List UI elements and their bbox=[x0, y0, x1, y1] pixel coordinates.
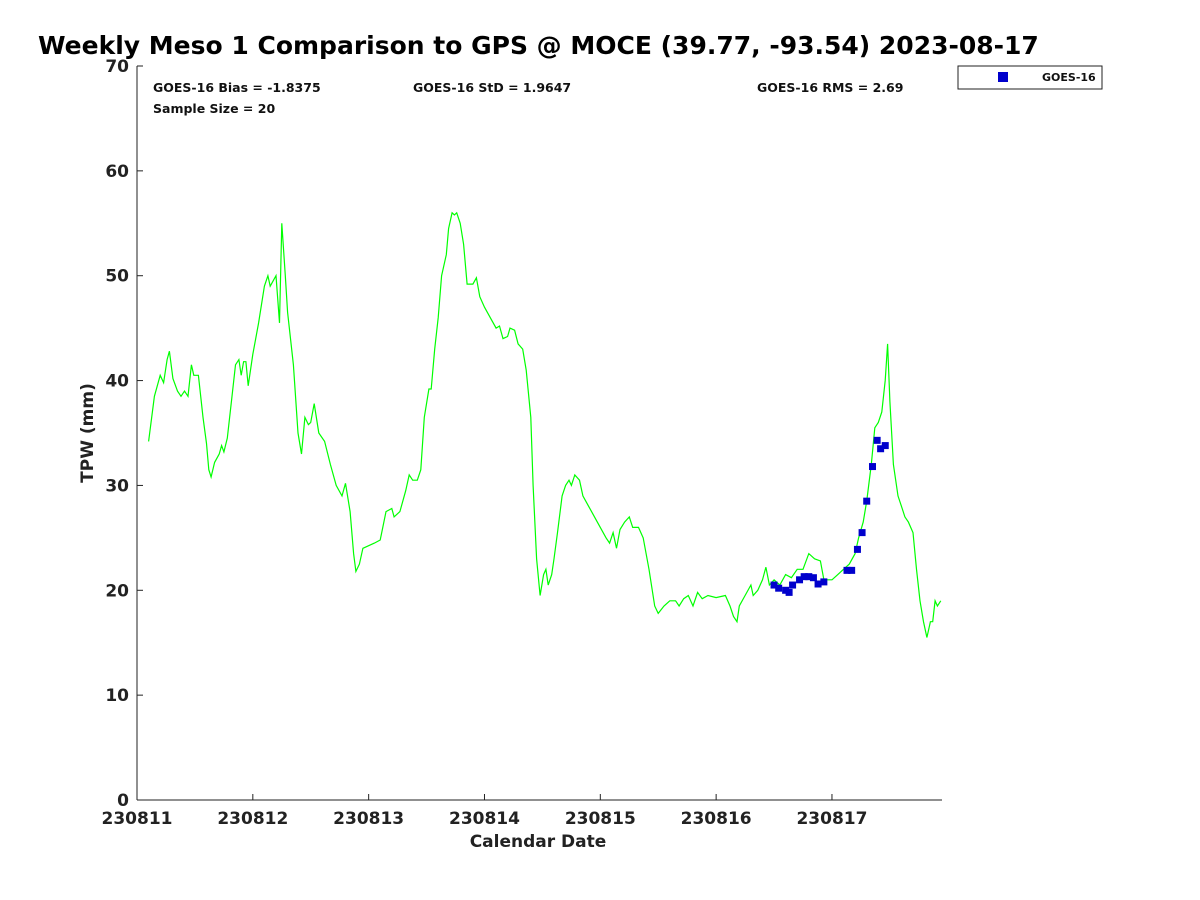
legend-label-goes16: GOES-16 bbox=[1042, 71, 1096, 84]
x-axis-label: Calendar Date bbox=[470, 832, 607, 852]
legend-box bbox=[957, 65, 1103, 90]
std-stat: GOES-16 StD = 1.9647 bbox=[413, 80, 571, 95]
goes16-data-point bbox=[796, 576, 804, 584]
x-axis-ticks: 230811 230812 230813 230814 230815 230816 2308… bbox=[102, 794, 867, 829]
goes16-data-point bbox=[820, 578, 828, 586]
goes16-data-point bbox=[848, 566, 856, 574]
goes16-data-point bbox=[843, 566, 851, 574]
goes16-data-point bbox=[805, 573, 813, 581]
y-tick-label: 20 bbox=[105, 581, 129, 601]
y-tick-label: 10 bbox=[105, 686, 129, 706]
goes16-data-point bbox=[814, 580, 822, 588]
goes16-data-point bbox=[858, 529, 866, 537]
y-tick-label: 30 bbox=[105, 476, 129, 496]
plot-area bbox=[148, 211, 942, 638]
goes16-data-point bbox=[873, 436, 881, 444]
goes16-data-point bbox=[853, 545, 861, 553]
x-tick-label: 230814 bbox=[449, 809, 520, 829]
y-tick-label: 60 bbox=[105, 162, 129, 182]
goes16-data-point bbox=[881, 442, 889, 450]
goes16-data-point bbox=[775, 584, 783, 592]
gps-series-line bbox=[148, 211, 942, 638]
goes16-data-point bbox=[869, 463, 877, 471]
goes16-data-point bbox=[770, 581, 778, 589]
goes16-data-point bbox=[800, 573, 808, 581]
goes16-data-point bbox=[863, 497, 871, 505]
y-axis-label: TPW (mm) bbox=[78, 383, 98, 483]
bias-stat: GOES-16 Bias = -1.8375 bbox=[153, 80, 321, 95]
x-tick-label: 230815 bbox=[565, 809, 636, 829]
rms-stat: GOES-16 RMS = 2.69 bbox=[757, 80, 903, 95]
x-tick-label: 230813 bbox=[333, 809, 404, 829]
y-axis-ticks: 0 10 20 30 40 50 60 70 bbox=[105, 57, 143, 811]
axes bbox=[136, 66, 942, 801]
sample-size-stat: Sample Size = 20 bbox=[153, 101, 275, 116]
x-tick-label: 230811 bbox=[102, 809, 173, 829]
goes16-data-point bbox=[877, 445, 885, 453]
y-tick-label: 50 bbox=[105, 267, 129, 287]
goes16-data-point bbox=[809, 574, 817, 582]
chart-title: Weekly Meso 1 Comparison to GPS @ MOCE (… bbox=[38, 31, 1039, 60]
x-tick-label: 230817 bbox=[796, 809, 867, 829]
goes16-data-point bbox=[789, 581, 797, 589]
y-tick-label: 70 bbox=[105, 57, 129, 77]
legend: GOES-16 bbox=[957, 65, 1103, 90]
legend-marker-goes16 bbox=[998, 72, 1008, 82]
y-tick-label: 0 bbox=[117, 791, 129, 811]
x-tick-label: 230816 bbox=[681, 809, 752, 829]
goes16-data-point bbox=[785, 588, 793, 596]
x-tick-label: 230812 bbox=[217, 809, 288, 829]
y-tick-label: 40 bbox=[105, 372, 129, 392]
